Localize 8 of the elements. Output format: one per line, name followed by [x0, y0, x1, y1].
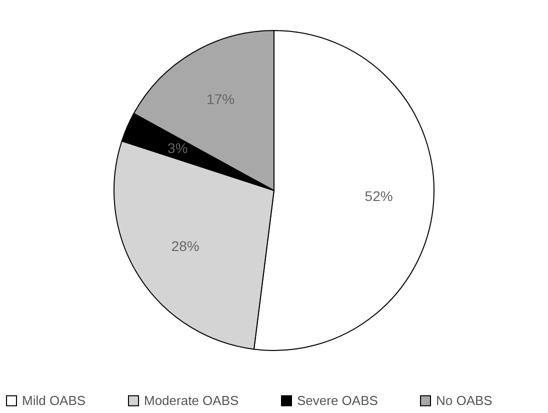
- legend-label: No OABS: [436, 392, 493, 408]
- data-label: 3%: [168, 140, 188, 156]
- data-label: 52%: [364, 188, 393, 204]
- legend-label: Mild OABS: [22, 392, 86, 408]
- legend-label: Moderate OABS: [144, 392, 239, 408]
- data-label: 28%: [171, 238, 200, 254]
- data-label: 17%: [206, 91, 235, 108]
- legend-label: Severe OABS: [297, 392, 378, 408]
